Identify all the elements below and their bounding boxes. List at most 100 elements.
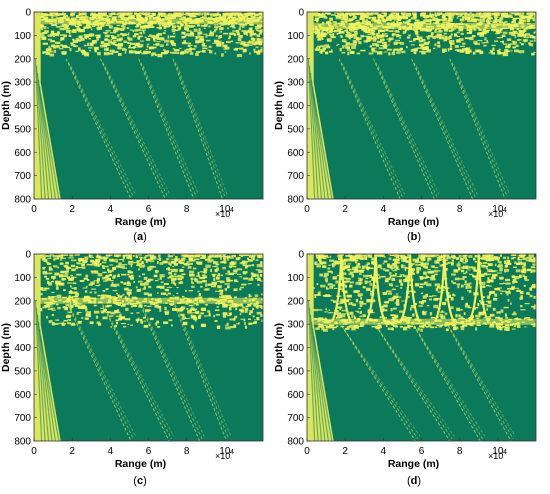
x-multiplier: ×10 xyxy=(488,451,503,461)
speckle xyxy=(207,255,212,259)
arrival-line xyxy=(343,65,406,195)
speckle xyxy=(355,41,358,44)
layer-speckle xyxy=(166,22,171,24)
layer-speckle xyxy=(222,298,227,301)
layer-speckle xyxy=(469,28,473,31)
speckle xyxy=(426,283,432,287)
speckle xyxy=(511,313,517,316)
speckle xyxy=(196,280,203,284)
layer-speckle xyxy=(50,303,55,305)
speckle xyxy=(71,30,77,33)
layer-speckle xyxy=(392,317,395,320)
speckle xyxy=(113,27,118,31)
speckle xyxy=(149,24,153,28)
speckle xyxy=(488,14,492,18)
speckle xyxy=(478,21,483,25)
layer-speckle xyxy=(516,322,520,324)
speckle xyxy=(190,315,194,319)
speckle xyxy=(208,313,211,317)
speckle xyxy=(153,40,157,42)
layer-speckle xyxy=(256,25,262,28)
speckle xyxy=(48,53,51,55)
speckle xyxy=(91,270,94,274)
speckle xyxy=(365,31,371,34)
x-exponent: 4 xyxy=(503,207,507,214)
speckle xyxy=(108,25,113,29)
speckle xyxy=(473,268,476,272)
speckle xyxy=(394,260,398,264)
layer-speckle xyxy=(194,297,199,300)
speckle xyxy=(498,264,503,268)
speckle xyxy=(163,283,169,285)
speckle xyxy=(230,23,235,27)
speckle xyxy=(122,254,128,257)
speckle xyxy=(207,49,211,51)
speckle xyxy=(242,271,248,274)
speckle xyxy=(350,34,353,37)
x-tick-label: 2 xyxy=(69,204,75,215)
speckle xyxy=(50,307,56,309)
speckle xyxy=(236,54,243,58)
speckle xyxy=(65,261,69,265)
speckle xyxy=(448,16,452,20)
speckle xyxy=(454,277,460,281)
speckle xyxy=(449,42,455,45)
layer-speckle xyxy=(60,25,65,27)
speckle xyxy=(445,36,450,40)
layer-speckle xyxy=(238,16,244,19)
speckle xyxy=(78,12,81,15)
speckle xyxy=(432,295,437,297)
speckle xyxy=(508,50,513,52)
speckle xyxy=(442,289,445,291)
speckle xyxy=(148,26,155,28)
speckle xyxy=(58,254,64,256)
speckle xyxy=(226,257,229,261)
speckle xyxy=(117,46,122,50)
speckle xyxy=(238,27,241,31)
speckle xyxy=(313,13,318,15)
speckle xyxy=(172,266,175,268)
speckle xyxy=(251,254,258,256)
speckle xyxy=(404,29,407,33)
speckle xyxy=(360,34,364,38)
speckle xyxy=(41,287,47,291)
layer-speckle xyxy=(399,23,402,25)
speckle xyxy=(108,14,111,18)
speckle xyxy=(246,32,248,36)
speckle xyxy=(434,12,437,16)
speckle xyxy=(40,257,43,259)
speckle xyxy=(102,12,107,16)
layer-speckle xyxy=(207,299,212,301)
speckle xyxy=(132,50,137,54)
speckle xyxy=(229,33,233,35)
speckle xyxy=(416,267,422,271)
speckle xyxy=(164,39,170,43)
speckle xyxy=(228,312,232,314)
x-tick-label: 0 xyxy=(304,446,310,457)
speckle xyxy=(242,264,247,266)
speckle xyxy=(213,31,217,33)
speckle xyxy=(316,12,321,17)
speckle xyxy=(463,312,466,316)
speckle xyxy=(91,40,97,44)
speckle xyxy=(366,16,371,19)
speckle xyxy=(69,304,74,308)
speckle xyxy=(320,324,324,326)
y-tick-label: 300 xyxy=(287,78,304,89)
speckle xyxy=(429,13,435,17)
speckle xyxy=(434,35,438,38)
speckle xyxy=(225,326,231,330)
speckle xyxy=(315,294,322,296)
speckle xyxy=(219,280,225,284)
layer-speckle xyxy=(402,318,408,321)
speckle xyxy=(324,294,331,297)
speckle xyxy=(511,328,516,330)
speckle xyxy=(184,317,190,320)
speckle xyxy=(63,319,69,322)
speckle xyxy=(190,32,195,34)
speckle xyxy=(105,275,109,279)
speckle xyxy=(520,295,523,299)
speckle xyxy=(216,254,222,258)
